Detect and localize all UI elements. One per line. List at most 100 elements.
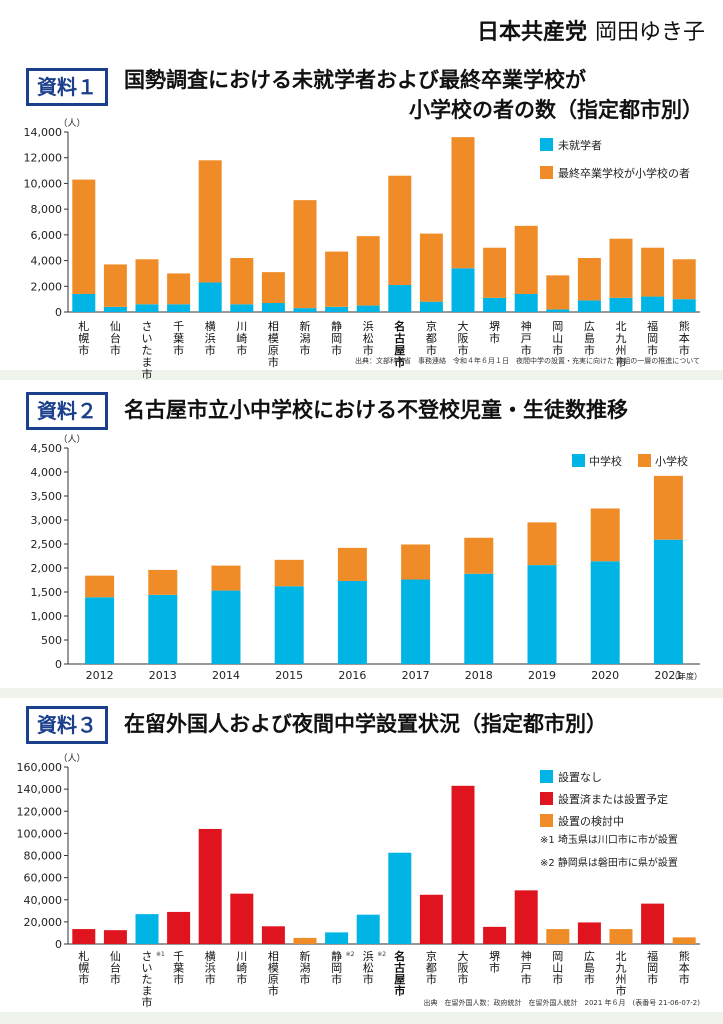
chart-1-bar-elementary [103, 264, 127, 307]
section-3-title: 在留外国人および夜間中学設置状況（指定都市別） [124, 712, 607, 736]
chart-3-category-label-char: 阪 [458, 961, 469, 975]
chart-1-category-label-char: 市 [236, 343, 247, 357]
chart-1-bar-preschool [72, 294, 96, 312]
chart-3-category-label-char: 市 [205, 972, 216, 986]
chart-1-category-label: 川崎市 [236, 320, 247, 357]
section-1-title-line-1: 国勢調査における未就学者および最終卒業学校が [124, 68, 586, 92]
chart-3-legend-swatch [540, 814, 553, 827]
chart-1-bar-elementary [72, 179, 96, 294]
chart-3-note: ※2 静岡県は磐田市に県が設置 [540, 856, 678, 869]
chart-3-category-label: 福岡市 [647, 949, 658, 986]
chart-1-category-label: 熊本市 [679, 319, 690, 357]
chart-3-bar [103, 930, 127, 944]
chart-1-category-label-char: ま [142, 356, 153, 369]
chart-3-legend-label: 設置なし [558, 770, 602, 784]
chart-3-category-label-char: 屋 [394, 973, 405, 986]
chart-1-category-label-char: 岡 [552, 320, 563, 333]
chart-1-legend-label: 未就学者 [558, 138, 602, 152]
chart-2-year-label: 2021 [654, 669, 682, 682]
chart-3-category-label-char: 市 [363, 972, 374, 986]
chart-1-category-label-char: 大 [458, 319, 469, 333]
chart-1-category-label-char: 名 [394, 319, 405, 333]
chart-1-category-label-char: 札 [78, 320, 89, 333]
chart-1-category-label-char: 浜 [363, 320, 374, 333]
chart-3-category-label-char: 都 [426, 962, 437, 975]
chart-2-year-label: 2017 [402, 669, 430, 682]
chart-3-bar [325, 932, 349, 944]
chart-2-ytick-label: 4,500 [31, 442, 63, 455]
chart-1-category-label-char: 古 [394, 331, 405, 345]
chart-3-category-label: 新潟市 [300, 949, 311, 986]
chart-2-year-label: 2012 [86, 669, 114, 682]
chart-1-bar-elementary [230, 258, 254, 305]
chart-1-bar-elementary [388, 175, 412, 285]
chart-1-category-label-char: 浜 [205, 332, 216, 345]
chart-3-category-label-char: 札 [78, 950, 89, 963]
chart-3-category-label-char: 岡 [552, 950, 563, 963]
chart-1-category-label-char: 模 [268, 332, 279, 345]
chart-1-category-label-char: 広 [584, 320, 595, 333]
chart-1-category-label: 札幌市 [78, 320, 89, 357]
chart-1-category-label: 名古屋市 [394, 319, 405, 369]
chart-1-category-label-char: 北 [616, 320, 627, 333]
chart-1-category-label-char: 市 [616, 355, 627, 369]
chart-3-category-label-char: 葉 [173, 961, 184, 975]
chart-3-bar [230, 893, 254, 944]
chart-3-category-label-char: い [142, 962, 153, 975]
chart-1-bar-preschool [609, 297, 633, 312]
chart-2-bar-elementary [590, 508, 620, 562]
chart-3-bar [198, 828, 222, 944]
chart-1-category-label-char: 神 [521, 319, 532, 333]
chart-2-year-label: 2016 [338, 669, 366, 682]
chart-1-category-label-char: 都 [426, 332, 437, 345]
chart-1-source: 出典：文部科学省 事務連絡 令和４年６月１日 夜間中学の設置・充実に向けた 取組… [355, 356, 700, 365]
chart-1-ytick-label: 2,000 [31, 280, 63, 293]
chart-1-bar-elementary [672, 259, 696, 300]
chart-2-bar-elementary [653, 475, 683, 540]
chart-3-category-label-char: 福 [647, 949, 658, 963]
chart-1-category-label-char: 静 [331, 319, 342, 333]
chart-1-bar-elementary [198, 160, 222, 283]
chart-3-category-label-char: 北 [616, 950, 627, 963]
chart-3-bar [135, 914, 159, 944]
chart-1-category-label-char: 台 [110, 331, 121, 345]
chart-2-ytick-label: 2,500 [31, 538, 63, 551]
chart-2-bar-elementary [274, 559, 304, 587]
chart-2-bar-junior-high [527, 565, 557, 664]
chart-3-category-label: 仙台市 [110, 950, 121, 986]
chart-2-bar-junior-high [85, 597, 115, 664]
chart-3-category-label-char: 市 [616, 984, 627, 998]
chart-1-category-label-char: 市 [78, 343, 89, 357]
chart-3-category-label-char: 市 [552, 972, 563, 986]
chart-1-category-label-char: 市 [426, 343, 437, 357]
section-1-title-line-2: 小学校の者の数（指定都市別） [409, 98, 703, 122]
chart-1-bar-preschool [230, 304, 254, 312]
chart-1-bar-preschool [388, 285, 412, 312]
chart-1-category-label-char: 市 [363, 343, 374, 357]
chart-3-category-label-char: 市 [300, 972, 311, 986]
chart-1-category-label-char: 市 [142, 367, 153, 381]
chart-3-category-label-char: 市 [489, 961, 500, 975]
chart-1-bar-elementary [546, 275, 570, 310]
chart-1-bar-preschool [483, 297, 507, 312]
chart-1-legend-swatch [540, 166, 553, 179]
chart-3-legend-swatch [540, 770, 553, 783]
chart-1-bar-elementary [514, 225, 538, 294]
chart-1-ytick-label: 4,000 [31, 255, 63, 268]
chart-3-category-label-char: 市 [142, 995, 153, 1009]
chart-3-category-label-char: 台 [110, 961, 121, 975]
chart-2-year-label: 2015 [275, 669, 303, 682]
chart-3-ylabel: （人） [58, 753, 85, 764]
chart-3-category-label-char: 神 [521, 949, 532, 963]
chart-3-ytick-label: 40,000 [24, 894, 63, 907]
chart-1-category-label-char: 崎 [236, 331, 247, 345]
chart-3-source: 出典 在留外国人数：政府統計 在留外国人統計 2021 年６月 (表番号 21-… [424, 998, 701, 1007]
chart-3-category-label-char: 戸 [521, 962, 532, 975]
chart-1-bar-preschool [514, 294, 538, 312]
chart-2-ytick-label: 4,000 [31, 466, 63, 479]
chart-3-category-label-char: 横 [205, 949, 216, 963]
chart-3-ytick-label: 160,000 [17, 761, 63, 774]
chart-1-category-label-char: 市 [647, 343, 658, 357]
